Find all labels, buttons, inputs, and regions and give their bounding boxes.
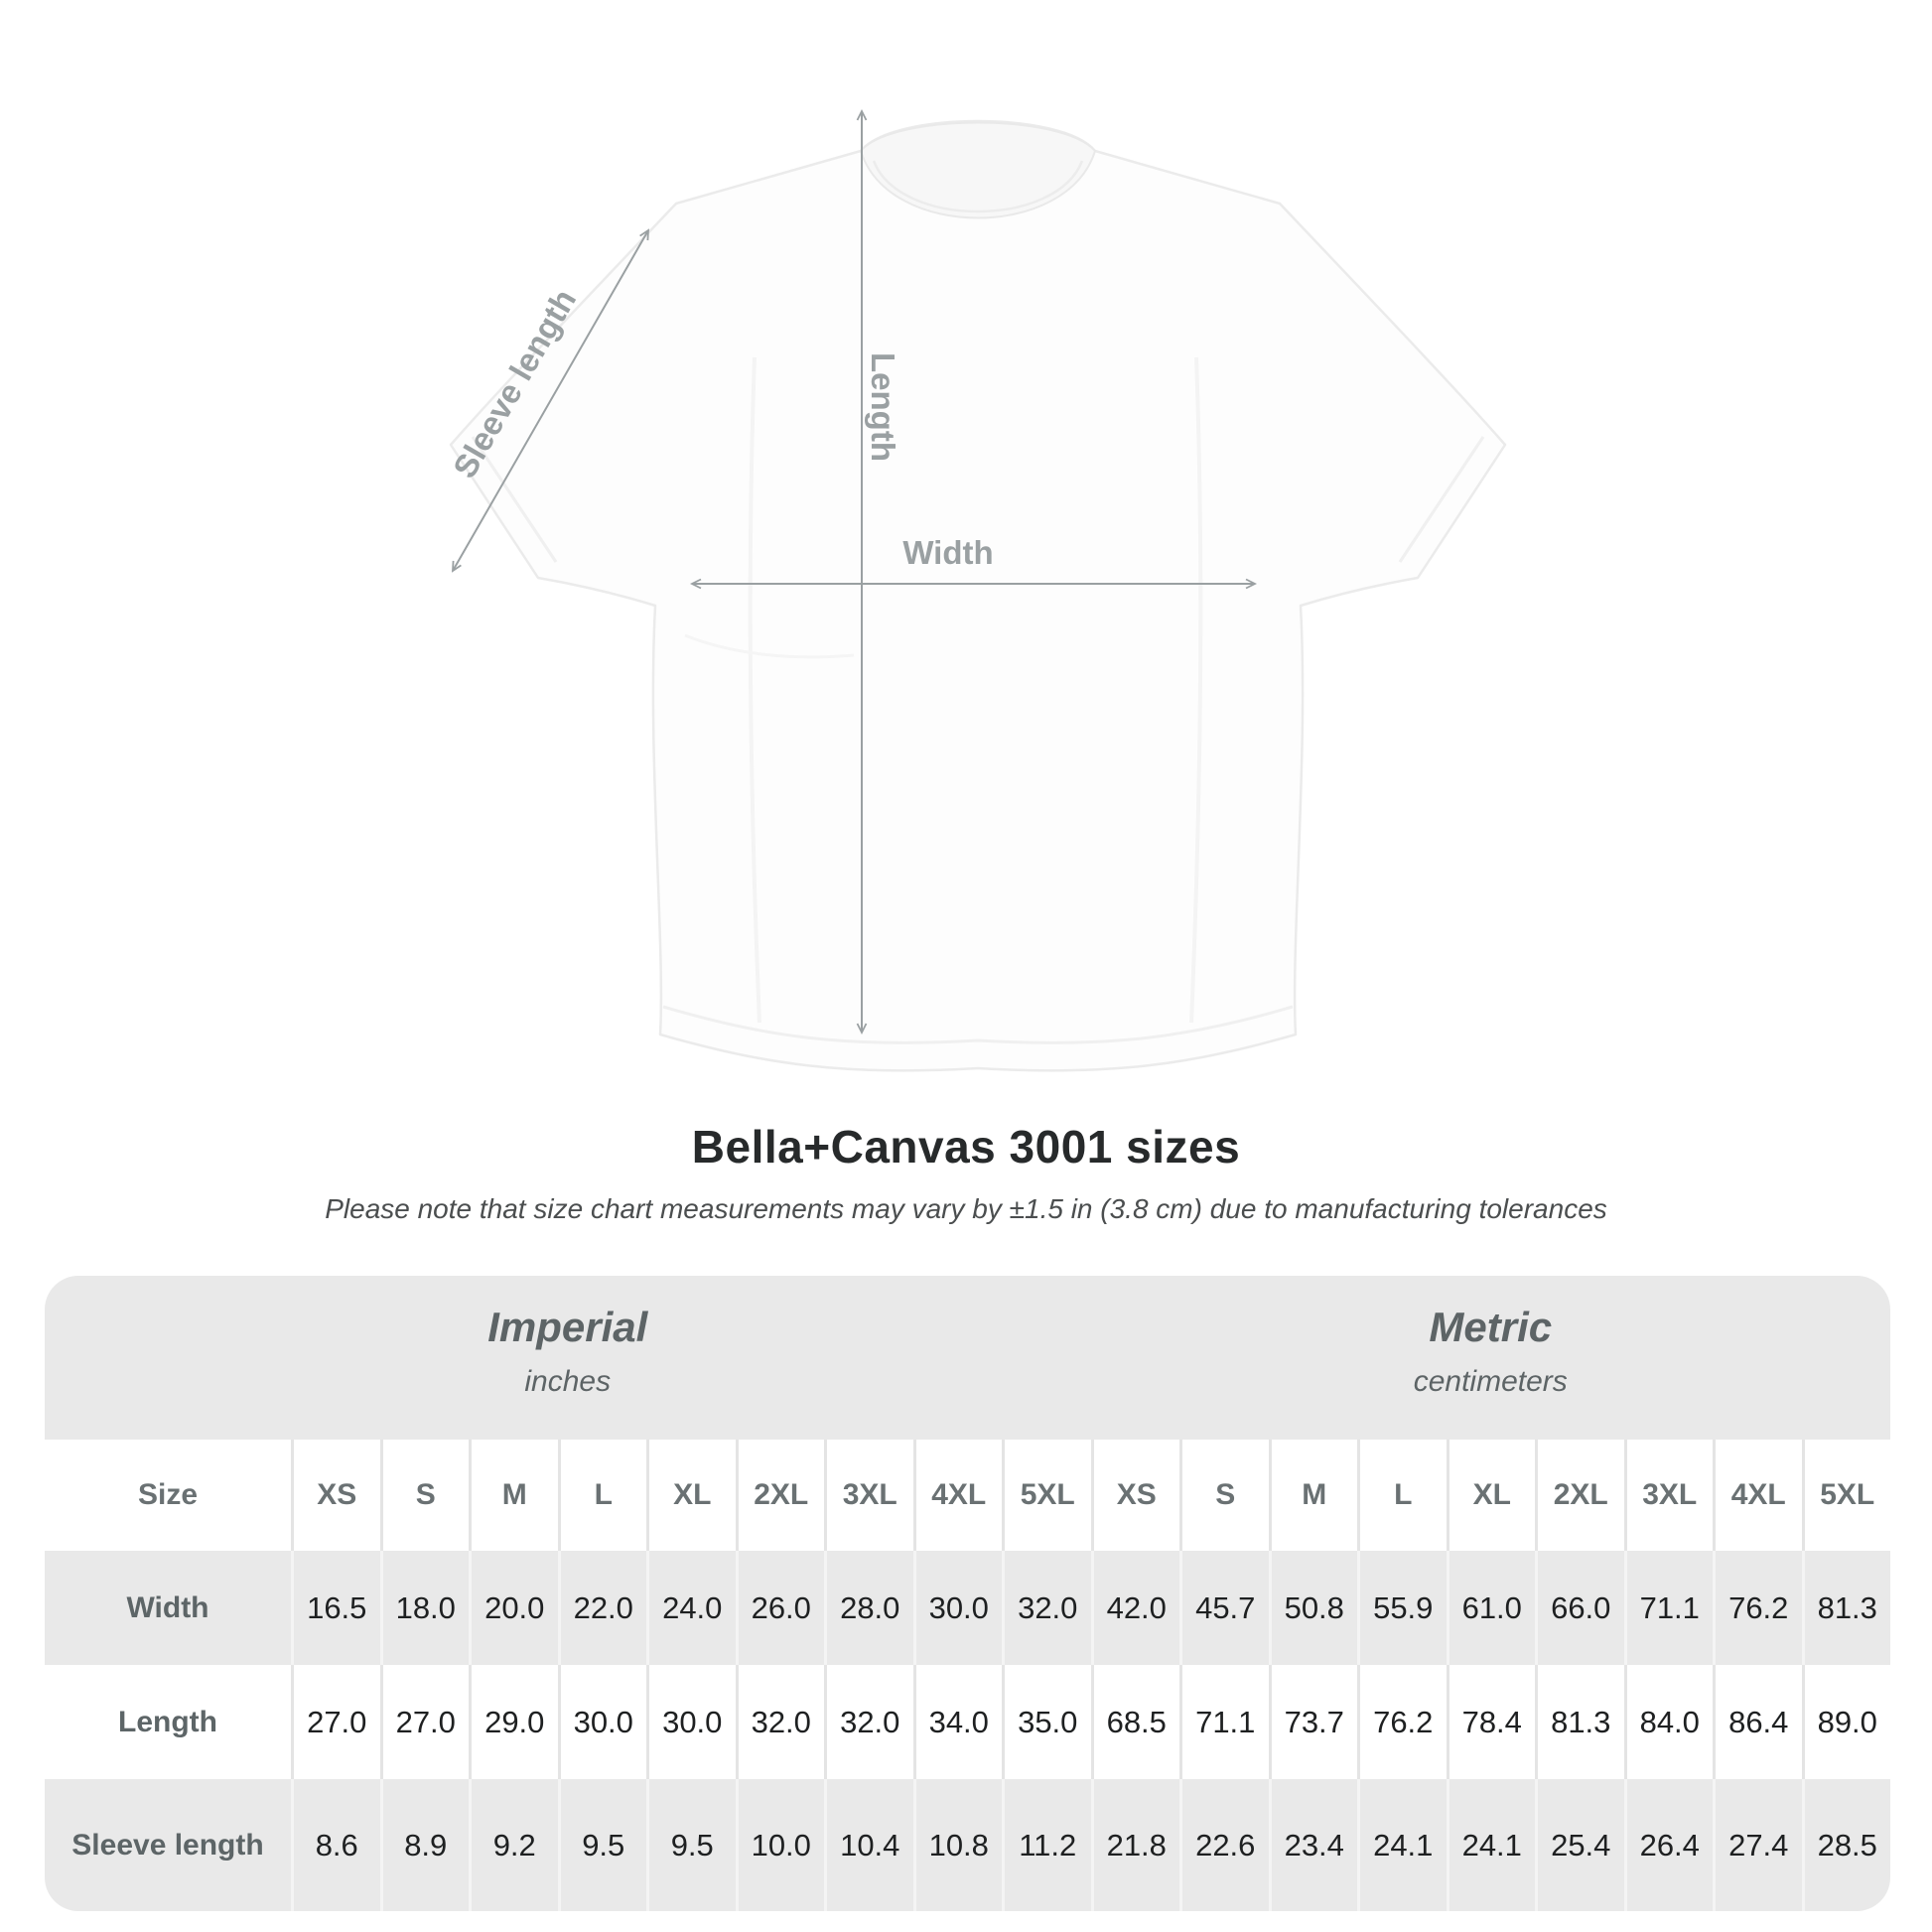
size-header-cell: 2XL [735,1440,825,1551]
value-cell-imperial: 8.6 [291,1779,380,1911]
value-cell-imperial: 9.5 [557,1779,646,1911]
value-cell-metric: 73.7 [1268,1665,1358,1779]
row-label-sleeve-length: Sleeve length [45,1779,291,1911]
value-cell-metric: 76.2 [1713,1551,1802,1665]
imperial-group-header: Imperial inches [45,1276,1091,1440]
value-cell-imperial: 27.0 [379,1665,470,1779]
value-cell-imperial: 28.0 [824,1551,913,1665]
value-cell-imperial: 10.4 [824,1779,913,1911]
value-cell-metric: 23.4 [1268,1779,1357,1911]
value-cell-imperial: 22.0 [557,1551,646,1665]
size-header-cell: L [1357,1440,1447,1551]
value-cell-imperial: 34.0 [912,1665,1003,1779]
metric-group-label: Metric [1429,1303,1553,1350]
value-cell-imperial: 30.0 [557,1665,647,1779]
value-cell-metric: 89.0 [1801,1665,1891,1779]
size-header-cell: 5XL [1801,1440,1891,1551]
value-cell-metric: 78.4 [1446,1665,1536,1779]
value-cell-metric: 21.8 [1090,1779,1179,1911]
row-label-length: Length [118,1705,217,1738]
value-cell-imperial: 29.0 [469,1665,558,1779]
imperial-group-label: Imperial [487,1303,648,1350]
value-cell-metric: 24.1 [1357,1779,1447,1911]
value-cell-imperial: 20.0 [469,1551,558,1665]
value-cell-imperial: 8.9 [379,1779,469,1911]
value-cell-metric: 71.1 [1179,1665,1269,1779]
value-cell-metric: 45.7 [1179,1551,1269,1665]
row-label-width: Width [45,1551,291,1665]
value-cell-metric: 55.9 [1357,1551,1447,1665]
value-cell-metric: 86.4 [1713,1665,1802,1779]
value-cell-imperial: 35.0 [1002,1665,1091,1779]
value-cell-metric: 28.5 [1801,1779,1890,1911]
value-cell-imperial: 16.5 [291,1551,380,1665]
size-table: Imperial inches Metric centimeters Size … [45,1276,1890,1911]
size-header-cell: L [557,1440,647,1551]
size-header-cell: 3XL [824,1440,913,1551]
tshirt-measurement-diagram: Sleeve length Length Width [446,108,1507,1072]
value-cell-imperial: 32.0 [1002,1551,1091,1665]
value-cell-imperial: 11.2 [1002,1779,1091,1911]
value-cell-imperial: 9.5 [646,1779,736,1911]
value-cell-metric: 81.3 [1535,1665,1624,1779]
size-header-cell: XL [646,1440,736,1551]
value-cell-metric: 50.8 [1268,1551,1357,1665]
imperial-group-unit: inches [524,1364,612,1398]
size-header-cell: XL [1446,1440,1536,1551]
size-header-label: Size [137,1478,199,1511]
value-cell-imperial: 27.0 [291,1665,380,1779]
metric-group-header: Metric centimeters [1090,1276,1890,1440]
value-cell-metric: 25.4 [1535,1779,1624,1911]
size-header-cell: 2XL [1535,1440,1624,1551]
value-cell-metric: 81.3 [1801,1551,1890,1665]
size-header-cell: 5XL [1002,1440,1091,1551]
page-subtitle: Please note that size chart measurements… [325,1193,1607,1224]
value-cell-imperial: 30.0 [912,1551,1002,1665]
size-header-cell: 4XL [1713,1440,1802,1551]
measurement-arrows [451,108,1258,1035]
tshirt-illustration [449,119,1507,1072]
value-cell-metric: 61.0 [1446,1551,1535,1665]
value-cell-imperial: 32.0 [824,1665,913,1779]
width-label: Width [902,534,993,571]
size-header-cell: M [469,1440,558,1551]
value-cell-imperial: 30.0 [646,1665,736,1779]
page-title: Bella+Canvas 3001 sizes [691,1121,1241,1173]
value-cell-imperial: 18.0 [379,1551,469,1665]
metric-group-unit: centimeters [1413,1364,1568,1398]
size-header-cell: XS [1090,1440,1180,1551]
value-cell-metric: 27.4 [1713,1779,1802,1911]
size-header-cell: XS [291,1440,380,1551]
value-cell-imperial: 10.8 [912,1779,1002,1911]
value-cell-imperial: 26.0 [735,1551,824,1665]
value-cell-metric: 26.4 [1623,1779,1713,1911]
value-cell-metric: 76.2 [1357,1665,1447,1779]
value-cell-metric: 68.5 [1090,1665,1180,1779]
size-header-cell: S [1179,1440,1269,1551]
value-cell-metric: 42.0 [1090,1551,1179,1665]
value-cell-metric: 22.6 [1179,1779,1269,1911]
value-cell-metric: 71.1 [1623,1551,1713,1665]
size-header-cell: M [1268,1440,1358,1551]
size-header-cell: 3XL [1623,1440,1714,1551]
value-cell-metric: 24.1 [1446,1779,1535,1911]
value-cell-imperial: 10.0 [735,1779,824,1911]
value-cell-imperial: 24.0 [646,1551,736,1665]
size-header-cell: S [379,1440,470,1551]
value-cell-metric: 66.0 [1535,1551,1624,1665]
sleeve-length-arrow [451,228,650,573]
length-label: Length [865,352,901,462]
value-cell-imperial: 32.0 [735,1665,825,1779]
value-cell-imperial: 9.2 [469,1779,558,1911]
size-header-cell: 4XL [912,1440,1003,1551]
value-cell-metric: 84.0 [1623,1665,1714,1779]
